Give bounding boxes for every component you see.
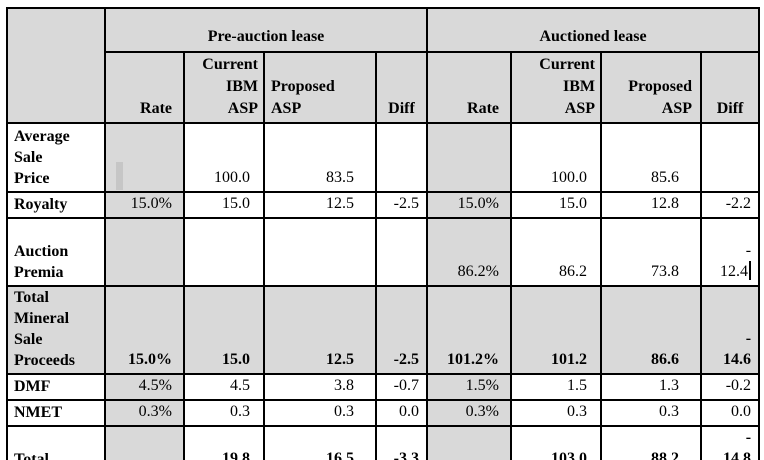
value-cell[interactable]: 0.0 bbox=[375, 399, 428, 427]
value-cell[interactable]: 86.6 bbox=[600, 285, 702, 375]
value-cell[interactable]: 73.8 bbox=[600, 217, 702, 287]
value-cell[interactable]: 15.0 bbox=[510, 191, 602, 219]
value-cell[interactable]: 0.3% bbox=[104, 399, 185, 427]
value-cell[interactable]: 15.0 bbox=[183, 191, 265, 219]
value-cell[interactable]: 101.2 bbox=[510, 285, 602, 375]
value-cell[interactable]: -0.7 bbox=[375, 373, 428, 401]
value-cell[interactable] bbox=[426, 122, 512, 193]
row-label-cell[interactable]: Auction Premia bbox=[6, 217, 106, 287]
value-cell[interactable]: 12.5 bbox=[263, 285, 377, 375]
value-cell[interactable]: 12.8 bbox=[600, 191, 702, 219]
value-cell[interactable]: -2.5 bbox=[375, 285, 428, 375]
text-caret bbox=[749, 261, 752, 280]
value-cell[interactable]: - 14.6 bbox=[699, 285, 761, 375]
row-label-cell[interactable]: DMF bbox=[6, 373, 106, 401]
value-cell[interactable] bbox=[104, 217, 185, 287]
col-header-proposed-asp-auctioned[interactable]: Proposed ASP bbox=[600, 51, 702, 124]
value-cell[interactable]: -0.2 bbox=[699, 373, 761, 401]
lease-comparison-table: Pre-auction lease Auctioned lease Rate C… bbox=[6, 7, 761, 460]
value-cell[interactable]: -2.2 bbox=[699, 191, 761, 219]
table-header-group-row: Pre-auction lease Auctioned lease bbox=[6, 7, 761, 124]
value-cell[interactable]: 0.0 bbox=[699, 399, 761, 427]
value-cell[interactable]: 85.6 bbox=[600, 122, 702, 193]
value-cell[interactable]: 1.5 bbox=[510, 373, 602, 401]
col-header-current-ibm-asp-pre[interactable]: Current IBM ASP bbox=[183, 51, 265, 124]
value-cell[interactable]: 1.3 bbox=[600, 373, 702, 401]
value-cell[interactable]: -2.5 bbox=[375, 191, 428, 219]
col-header-rate-auctioned[interactable]: Rate bbox=[426, 51, 512, 124]
value-cell[interactable] bbox=[426, 425, 512, 460]
value-cell[interactable]: 100.0 bbox=[183, 122, 265, 193]
table-row-nmet: NMET 0.3% 0.3 0.3 0.0 0.3% 0.3 0.3 0.0 bbox=[6, 399, 761, 427]
value-cell[interactable]: 88.2 bbox=[600, 425, 702, 460]
value-cell[interactable]: 15.0% bbox=[104, 285, 185, 375]
value-cell[interactable]: 3.8 bbox=[263, 373, 377, 401]
value-cell[interactable] bbox=[375, 122, 428, 193]
value-cell[interactable]: 0.3% bbox=[426, 399, 512, 427]
cursor-artifact bbox=[116, 162, 123, 190]
col-header-proposed-asp-pre[interactable]: Proposed ASP bbox=[263, 51, 377, 124]
table-header-column-row: Rate Current IBM ASP Proposed ASP Diff R… bbox=[7, 51, 761, 124]
value-cell[interactable]: 0.3 bbox=[510, 399, 602, 427]
value-cell[interactable]: 12.5 bbox=[263, 191, 377, 219]
value-cell[interactable]: 0.3 bbox=[183, 399, 265, 427]
row-label-cell[interactable]: Total bbox=[6, 425, 106, 460]
value-cell[interactable] bbox=[183, 217, 265, 287]
table-row-auction-premia: Auction Premia 86.2% 86.2 73.8 - 12.4 bbox=[6, 217, 761, 287]
value-cell[interactable]: 4.5% bbox=[104, 373, 185, 401]
table-row-dmf: DMF 4.5% 4.5 3.8 -0.7 1.5% 1.5 1.3 -0.2 bbox=[6, 373, 761, 401]
table-row-average-sale-price: Average Sale Price 100.0 83.5 100.0 85.6 bbox=[6, 122, 761, 193]
row-label-cell[interactable]: Average Sale Price bbox=[6, 122, 106, 193]
value-cell[interactable]: 0.3 bbox=[600, 399, 702, 427]
value-cell[interactable] bbox=[699, 122, 761, 193]
value-cell[interactable]: 4.5 bbox=[183, 373, 265, 401]
row-label-cell[interactable]: NMET bbox=[6, 399, 106, 427]
value-cell[interactable] bbox=[263, 217, 377, 287]
value-cell[interactable]: 83.5 bbox=[263, 122, 377, 193]
col-header-current-ibm-asp-auctioned[interactable]: Current IBM ASP bbox=[510, 51, 602, 124]
cell-value: - 12.4 bbox=[720, 242, 752, 280]
value-cell[interactable]: 0.3 bbox=[263, 399, 377, 427]
table-row-total: Total 19.8 16.5 -3.3 103.0 88.2 - 14.8 bbox=[6, 425, 761, 460]
value-cell[interactable] bbox=[104, 425, 185, 460]
value-cell[interactable]: - 14.8 bbox=[699, 425, 761, 460]
value-cell[interactable]: 101.2% bbox=[426, 285, 512, 375]
value-cell[interactable]: 15.0% bbox=[104, 191, 185, 219]
col-header-diff-pre[interactable]: Diff bbox=[375, 51, 428, 124]
value-cell[interactable]: 15.0% bbox=[426, 191, 512, 219]
value-cell[interactable]: 16.5 bbox=[263, 425, 377, 460]
value-cell[interactable] bbox=[104, 122, 185, 193]
value-cell[interactable]: - 12.4 bbox=[699, 217, 761, 287]
value-cell[interactable] bbox=[375, 217, 428, 287]
col-header-rate-pre[interactable]: Rate bbox=[104, 51, 185, 124]
value-cell[interactable]: 100.0 bbox=[510, 122, 602, 193]
value-cell[interactable]: 86.2% bbox=[426, 217, 512, 287]
value-cell[interactable]: 103.0 bbox=[510, 425, 602, 460]
value-cell[interactable]: -3.3 bbox=[375, 425, 428, 460]
group-header-pre-auction[interactable]: Pre-auction lease bbox=[104, 7, 428, 53]
table-row-total-mineral-sale-proceeds: Total Mineral Sale Proceeds 15.0% 15.0 1… bbox=[6, 285, 761, 375]
row-label-cell[interactable]: Royalty bbox=[6, 191, 106, 219]
value-cell[interactable]: 15.0 bbox=[183, 285, 265, 375]
group-header-auctioned[interactable]: Auctioned lease bbox=[425, 7, 761, 53]
value-cell[interactable]: 19.8 bbox=[183, 425, 265, 460]
value-cell[interactable]: 86.2 bbox=[510, 217, 602, 287]
table-row-royalty: Royalty 15.0% 15.0 12.5 -2.5 15.0% 15.0 … bbox=[6, 191, 761, 219]
value-cell[interactable]: 1.5% bbox=[426, 373, 512, 401]
col-header-diff-auctioned[interactable]: Diff bbox=[699, 51, 761, 124]
row-label-cell[interactable]: Total Mineral Sale Proceeds bbox=[6, 285, 106, 375]
corner-cell[interactable] bbox=[6, 7, 106, 124]
